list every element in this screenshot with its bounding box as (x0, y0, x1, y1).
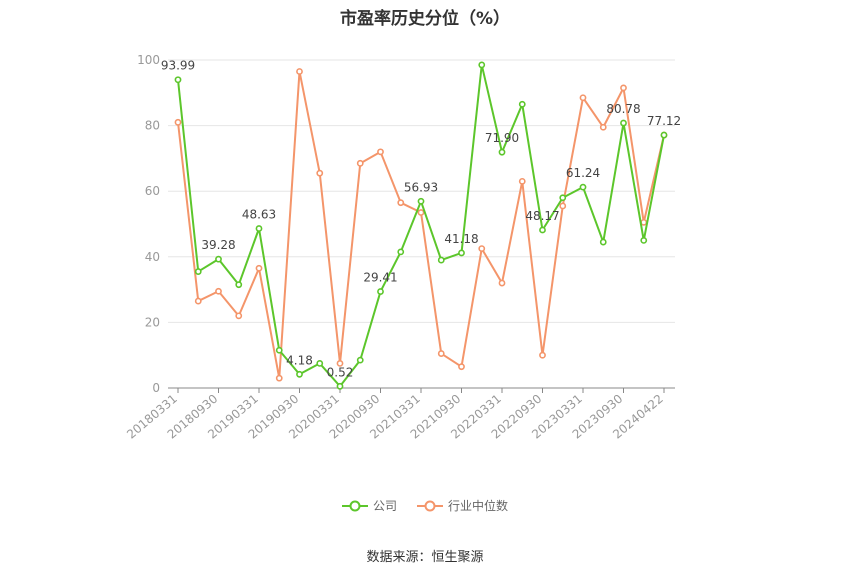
series-0-point-11 (397, 248, 405, 256)
series-line-0 (177, 63, 665, 388)
series-0-point-21 (599, 238, 607, 246)
series-0-point-20 (579, 183, 587, 191)
y-tick-label-60: 60 (145, 184, 160, 198)
series-0-point-12 (417, 197, 425, 205)
series-0-point-8 (336, 382, 344, 390)
series-0-point-18 (539, 226, 546, 234)
series-1-point-13 (437, 350, 445, 357)
series-1-point-7 (316, 169, 324, 177)
series-0-point-15 (478, 61, 486, 69)
series-0-point-22 (620, 119, 627, 127)
y-tick-label-80: 80 (145, 119, 160, 133)
series-0-point-13 (437, 256, 445, 264)
series-1-point-8 (336, 359, 344, 367)
data-label-14: 41.18 (444, 232, 478, 246)
series-1-point-0 (174, 118, 182, 126)
series-1-point-20 (579, 94, 587, 102)
series-0-point-16 (498, 148, 506, 156)
series-1-point-12 (417, 209, 425, 216)
chart-title: 市盈率历史分位（%） (339, 9, 511, 29)
data-label-10: 29.41 (363, 271, 397, 285)
series-1-point-6 (296, 68, 303, 75)
legend-swatch-industry-icon (417, 500, 443, 511)
series-1-point-9 (356, 159, 364, 167)
series-1-point-21 (599, 123, 607, 131)
data-label-16: 71.90 (485, 131, 519, 145)
data-label-0: 93.99 (161, 59, 195, 73)
series-1-point-17 (518, 177, 526, 185)
data-label-20: 61.24 (566, 166, 600, 180)
series-0-point-17 (518, 100, 526, 108)
data-label-4: 48.63 (242, 207, 276, 221)
series-0-point-19 (559, 194, 567, 202)
series-0-point-5 (275, 346, 283, 354)
series-1-point-19 (559, 202, 567, 210)
series-1-point-4 (255, 264, 263, 272)
series-0-point-24 (660, 131, 668, 139)
series-1-point-16 (498, 279, 506, 287)
series-1-point-10 (377, 148, 384, 156)
series-0-point-23 (640, 236, 648, 244)
series-1-point-1 (194, 297, 202, 305)
data-label-24: 77.12 (647, 114, 681, 128)
series-0-point-2 (215, 255, 222, 263)
legend-swatch-company-icon (341, 500, 368, 511)
series-0-point-1 (194, 268, 202, 275)
data-label-6: 4.18 (286, 353, 313, 367)
legend-item-company[interactable]: 公司 (341, 497, 397, 514)
series-0-point-14 (458, 249, 465, 257)
series-1-point-15 (478, 245, 486, 252)
series-0-point-6 (296, 370, 303, 378)
series-0-point-7 (316, 359, 324, 367)
series-1-point-22 (620, 84, 627, 92)
data-label-8: 0.52 (327, 365, 354, 379)
series-0-point-9 (356, 356, 364, 364)
legend-item-industry-median[interactable]: 行业中位数 (417, 497, 508, 514)
series-layer (174, 61, 668, 390)
data-label-18: 48.17 (525, 209, 559, 223)
series-1-point-2 (215, 287, 222, 295)
series-1-point-18 (539, 351, 546, 359)
series-1-point-3 (235, 312, 243, 320)
legend-label-company: 公司 (372, 499, 397, 513)
legend-label-industry-median: 行业中位数 (448, 499, 509, 513)
y-tick-label-0: 0 (152, 381, 160, 395)
series-0-point-0 (174, 76, 182, 84)
series-1-point-5 (275, 374, 283, 382)
series-line-1 (177, 70, 665, 380)
data-label-12: 56.93 (404, 180, 438, 194)
label-layer: 93.99 39.28 48.63 4.18 0.52 29.41 56.93 41.18 71… (161, 59, 681, 380)
data-label-2: 39.28 (201, 238, 235, 252)
data-label-22: 80.78 (606, 102, 640, 116)
series-1-point-14 (458, 363, 465, 371)
series-0-point-10 (377, 288, 384, 295)
legend: 公司 行业中位数 (0, 497, 850, 514)
data-source: 数据来源：恒生聚源 (366, 550, 484, 565)
series-0-point-4 (255, 225, 263, 232)
series-1-point-11 (397, 199, 405, 207)
y-tick-label-40: 40 (145, 250, 160, 264)
y-tick-label-100: 100 (137, 53, 160, 67)
series-0-point-3 (235, 281, 243, 289)
y-tick-label-20: 20 (145, 315, 160, 329)
grid-layer (168, 59, 675, 323)
